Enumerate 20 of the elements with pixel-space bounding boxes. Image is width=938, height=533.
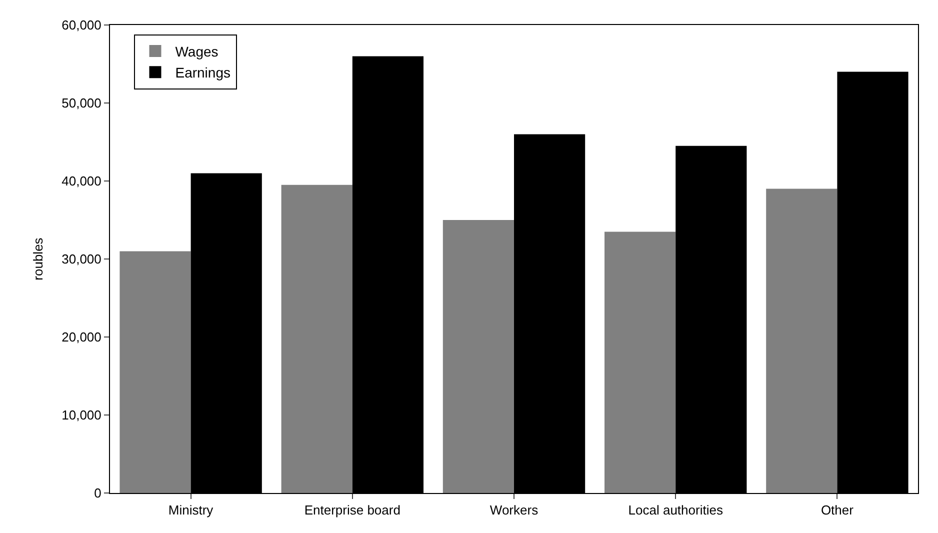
y-tick-label: 0: [94, 486, 102, 501]
bar: [442, 220, 514, 493]
x-tick-label: Local authorities: [628, 502, 724, 518]
bar: [120, 251, 191, 493]
legend-label: Earnings: [175, 64, 231, 81]
y-tick-label: 40,000: [62, 174, 102, 189]
y-tick-label: 20,000: [62, 330, 102, 345]
legend-label: Wages: [175, 43, 218, 60]
y-tick-label: 10,000: [62, 408, 102, 423]
bar: [766, 188, 838, 493]
y-tick-label: 50,000: [62, 96, 102, 111]
bar: [281, 184, 352, 493]
y-tick-label: 60,000: [62, 18, 102, 33]
x-tick-label: Ministry: [168, 502, 214, 518]
y-tick-label: 30,000: [62, 252, 102, 267]
x-tick-label: Enterprise board: [304, 502, 400, 518]
x-tick-label: Other: [820, 502, 854, 518]
bar: [604, 232, 676, 493]
x-tick-label: Workers: [490, 502, 539, 518]
y-axis-title: roubles: [30, 237, 46, 280]
